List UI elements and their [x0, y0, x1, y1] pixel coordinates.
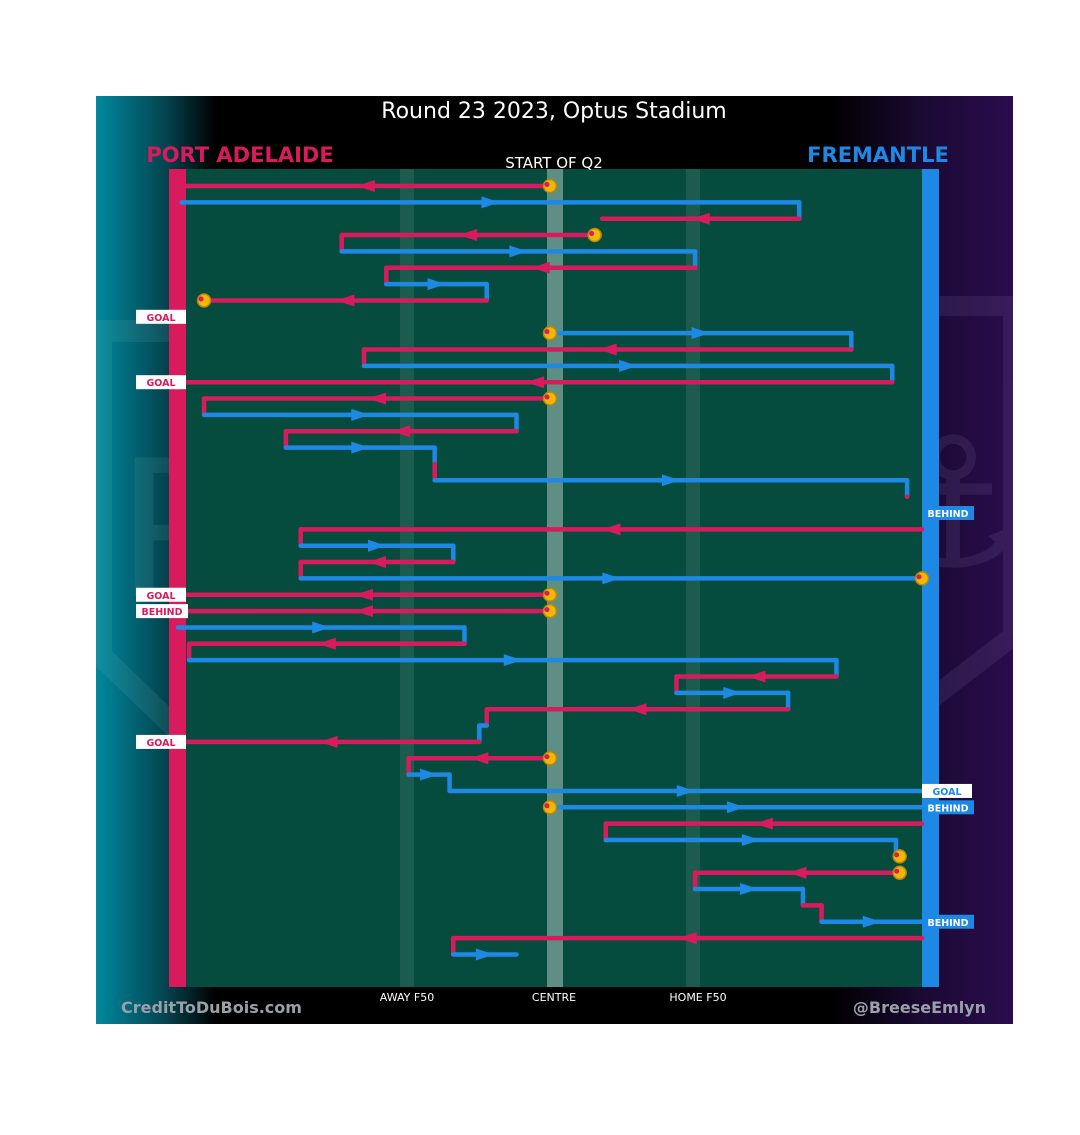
outcome-behind-label: BEHIND: [927, 509, 968, 520]
outcomes-layer: GOAL GOAL BEHIND GOAL BEHIND GOAL GOAL BEHIND BE…: [136, 309, 974, 929]
chain-8-arrow-2: [676, 784, 695, 797]
chain-6-start-marker-dot: [544, 607, 550, 613]
chain-2-arrow-3: [526, 376, 545, 389]
chain-4-arrow-0: [602, 523, 621, 536]
chart-frame: PA ⚓ Round 23 2023, Optus Stadium PORT A…: [96, 96, 1013, 1024]
chain-7-arrow-7: [319, 735, 338, 748]
chain-1-arrow-2: [531, 261, 550, 274]
chain-5-arrow-0: [355, 588, 373, 601]
chain-4-arrow-1: [368, 539, 387, 552]
chains-layer: [175, 180, 925, 961]
chain-0-arrow-1: [481, 196, 500, 209]
outcome-goal-label: GOAL: [146, 738, 175, 749]
credit-left: CreditToDuBois.com: [121, 998, 302, 1017]
chain-11-start-marker-dot: [894, 868, 900, 874]
chain-10-end-marker-dot: [894, 852, 900, 858]
chain-11-arrow-0: [788, 866, 807, 879]
chain-2-arrow-2: [619, 359, 638, 372]
outcome-behind-badge: [136, 604, 188, 619]
chain-7-arrow-3: [747, 670, 766, 683]
fremantle-goal-line: [922, 169, 939, 987]
chain-9-start-marker-dot: [544, 803, 550, 809]
chain-3-arrow-3: [351, 441, 370, 454]
chain-1-start-marker-dot: [589, 231, 595, 237]
chain-4-arrow-3: [602, 572, 621, 585]
chain-0-start-marker-dot: [544, 182, 550, 187]
chain-11-arrow-1: [740, 883, 759, 896]
chain-8-start-marker-dot: [544, 754, 550, 760]
chain-1-end-marker-dot: [198, 296, 204, 302]
chain-9-arrow-0: [727, 801, 745, 814]
chain-12-arrow-1: [475, 948, 494, 961]
tick-label-home-f50: HOME F50: [669, 991, 726, 1004]
port-adelaide-goal-line: [169, 169, 186, 987]
outcome-goal-badge: [136, 375, 186, 390]
chain-1-arrow-3: [427, 278, 446, 291]
chain-7-arrow-1: [317, 637, 336, 650]
chain-2-arrow-1: [598, 343, 617, 356]
outcome-goal-label: GOAL: [146, 313, 175, 324]
chain-7-arrow-2: [503, 654, 522, 667]
outcome-goal-label: GOAL: [932, 787, 961, 798]
outcome-behind-badge: [922, 914, 974, 929]
chain-3-arrow-0: [368, 392, 387, 405]
outcome-goal-badge: [136, 309, 186, 324]
outcome-goal-badge: [136, 587, 186, 602]
outcome-goal-label: GOAL: [146, 378, 175, 389]
chain-1-arrow-1: [509, 245, 528, 258]
outcome-goal-badge: [136, 734, 186, 749]
chain-7-arrow-4: [723, 686, 742, 699]
team-left-label: PORT ADELAIDE: [146, 143, 333, 167]
chain-4-end-marker-dot: [916, 574, 922, 580]
outcome-behind-label: BEHIND: [927, 803, 968, 814]
chain-4-arrow-2: [368, 556, 387, 569]
chain-5-start-marker-dot: [544, 590, 550, 596]
chain-7-arrow-5: [628, 703, 647, 716]
chart-title: Round 23 2023, Optus Stadium: [381, 99, 726, 124]
chain-8-arrow-0: [470, 752, 489, 765]
markers-layer: [170, 178, 930, 880]
chain-3-arrow-2: [392, 425, 411, 438]
chain-0-arrow-2: [691, 212, 710, 225]
chain-12-arrow-0: [678, 932, 697, 945]
tick-label-centre: CENTRE: [532, 991, 576, 1004]
chain-8-arrow-1: [420, 768, 439, 781]
team-right-label: FREMANTLE: [807, 143, 949, 167]
chain-1-arrow-0: [459, 229, 478, 242]
chain-10-arrow-0: [754, 817, 773, 830]
outcome-behind-badge: [922, 800, 974, 815]
outcome-behind-label: BEHIND: [141, 607, 182, 618]
tick-label-away-f50: AWAY F50: [380, 991, 434, 1004]
ball-movement-chart: PA ⚓ Round 23 2023, Optus Stadium PORT A…: [96, 99, 1013, 1017]
chain-11-arrow-3: [862, 915, 881, 928]
chain-0-arrow-0: [356, 180, 375, 192]
chart-subtitle: START OF Q2: [505, 154, 603, 172]
outcome-goal-label: GOAL: [146, 591, 175, 602]
chain-10-arrow-1: [741, 834, 760, 846]
credit-right: @BreeseEmlyn: [853, 998, 986, 1017]
chain-2-arrow-0: [691, 327, 710, 340]
outcome-behind-badge: [922, 506, 974, 520]
chain-7-arrow-0: [312, 621, 331, 634]
chain-6-arrow-0: [355, 605, 373, 618]
outcome-behind-label: BEHIND: [927, 918, 968, 929]
chain-3-arrow-5: [661, 474, 680, 487]
chain-3-arrow-1: [351, 408, 370, 421]
chain-3-start-marker-dot: [544, 394, 550, 400]
chain-2-start-marker-dot: [544, 329, 550, 335]
chain-1-arrow-4: [336, 294, 355, 307]
outcome-goal-badge: [922, 783, 972, 798]
